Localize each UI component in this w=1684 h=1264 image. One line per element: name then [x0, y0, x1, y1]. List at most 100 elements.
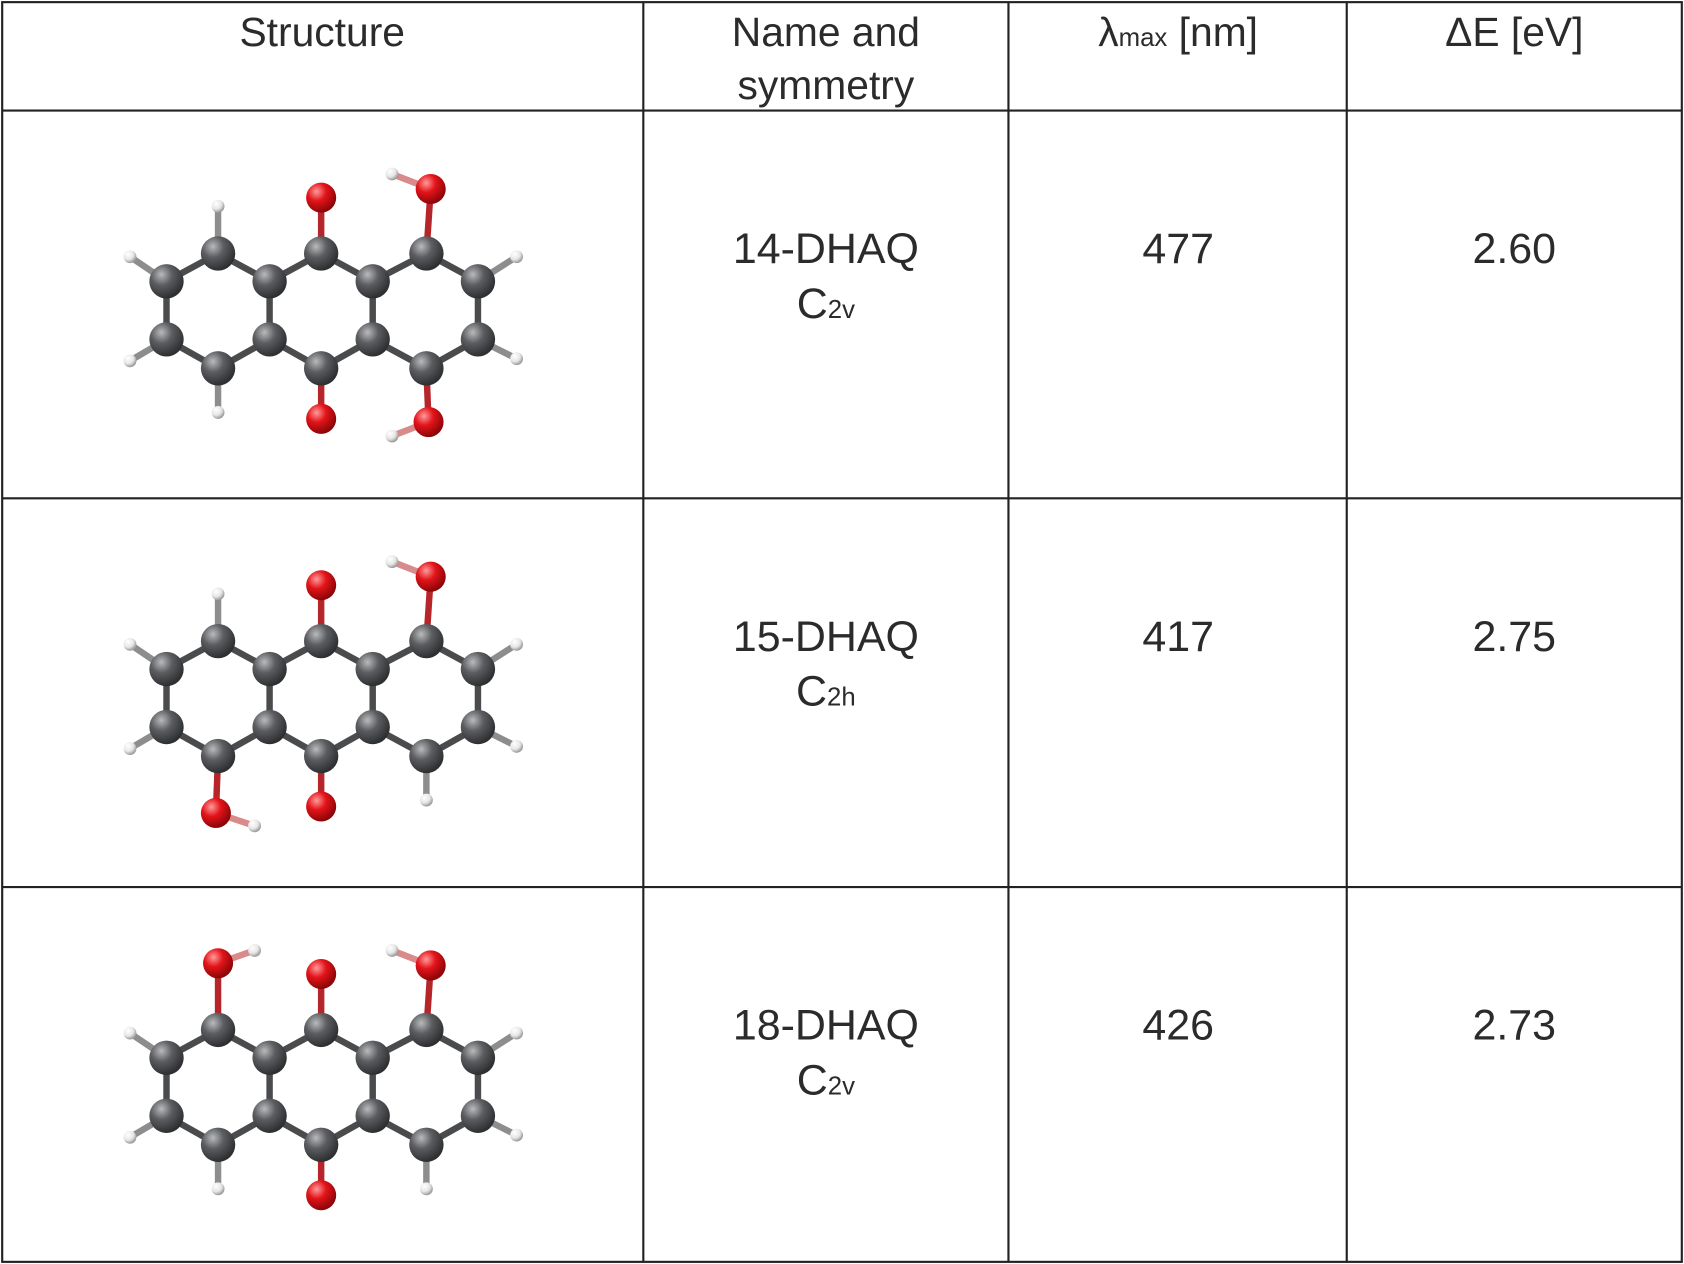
carbon-atom: [355, 1040, 390, 1075]
carbon-atom: [303, 1012, 339, 1048]
hydrogen-atom: [123, 250, 137, 264]
hydrogen-atom: [385, 555, 399, 569]
table-row: 15-DHAQ C2h 417 2.75: [123, 555, 1556, 833]
oxygen-atom: [306, 570, 337, 601]
carbon-atom: [303, 738, 339, 774]
hydrogen-atom: [248, 943, 262, 957]
hydrogen-atom: [510, 1128, 524, 1142]
compound-name: 18-DHAQ: [733, 1002, 919, 1050]
carbon-atom: [252, 264, 287, 299]
carbon-atom: [460, 1098, 496, 1133]
oxygen-atom: [306, 182, 337, 213]
oxygen-atom: [200, 797, 231, 828]
carbon-atom: [303, 236, 339, 271]
carbon-atom: [200, 351, 236, 386]
hydrogen-atom: [385, 943, 399, 957]
oxygen-atom: [415, 950, 446, 981]
carbon-atom: [355, 1098, 390, 1133]
oxygen-atom: [306, 403, 337, 434]
lambda-max-value: 417: [1142, 613, 1214, 661]
oxygen-atom: [306, 959, 337, 990]
carbon-atom: [252, 709, 287, 745]
carbon-atom: [149, 1040, 184, 1075]
hydrogen-atom: [510, 352, 524, 366]
carbon-atom: [149, 1098, 184, 1133]
table-row: 18-DHAQ C2v 426 2.73: [123, 943, 1556, 1211]
oxygen-atom: [306, 791, 337, 822]
hydrogen-atom: [248, 819, 262, 833]
molecule-structure: [123, 555, 524, 833]
hydrogen-atom: [510, 250, 524, 264]
molecule-structure: [123, 167, 524, 443]
carbon-atom: [409, 1127, 444, 1162]
carbon-atom: [460, 709, 496, 745]
carbon-atom: [409, 236, 444, 271]
hydrogen-atom: [211, 587, 225, 601]
delta-e-value: 2.75: [1472, 613, 1556, 661]
delta-e-value: 2.60: [1472, 225, 1556, 273]
hydrogen-atom: [123, 742, 137, 755]
carbon-atom: [149, 322, 184, 357]
compound-name: 15-DHAQ: [733, 613, 919, 661]
carbon-atom: [303, 1127, 339, 1162]
carbon-atom: [409, 623, 444, 659]
symmetry-group: C2v: [797, 280, 855, 328]
header-structure: Structure: [239, 9, 405, 55]
carbon-atom: [200, 236, 236, 271]
carbon-atom: [355, 264, 390, 299]
symmetry-group: C2h: [796, 668, 856, 716]
carbon-atom: [252, 1040, 287, 1075]
oxygen-atom: [415, 173, 446, 205]
hydrogen-atom: [123, 637, 137, 651]
hydrogen-atom: [123, 1130, 137, 1144]
carbon-atom: [460, 651, 496, 687]
carbon-atom: [355, 322, 390, 357]
carbon-atom: [252, 322, 287, 357]
carbon-atom: [460, 322, 496, 357]
carbon-atom: [409, 1012, 444, 1048]
lambda-max-value: 426: [1142, 1002, 1214, 1050]
carbon-atom: [355, 651, 390, 687]
lambda-max-value: 477: [1142, 225, 1214, 273]
table-row: 14-DHAQ C2v 477 2.60: [123, 167, 1556, 443]
carbon-atom: [409, 351, 444, 386]
delta-e-value: 2.73: [1472, 1002, 1556, 1050]
hydrogen-atom: [510, 637, 524, 651]
compound-name: 14-DHAQ: [733, 225, 919, 273]
molecule-structure: [123, 943, 524, 1211]
hydrogen-atom: [419, 1182, 433, 1196]
oxygen-atom: [415, 561, 446, 592]
header-row: Structure Name and symmetry λmax [nm] ΔE…: [239, 9, 1583, 108]
carbon-atom: [200, 1127, 236, 1162]
hydrogen-atom: [211, 199, 225, 213]
oxygen-atom: [203, 948, 234, 979]
oxygen-atom: [306, 1180, 337, 1211]
carbon-atom: [355, 709, 390, 745]
hydrogen-atom: [385, 429, 399, 443]
oxygen-atom: [413, 407, 444, 438]
carbon-atom: [200, 623, 236, 659]
hydrogen-atom: [211, 405, 225, 419]
carbon-atom: [149, 651, 184, 687]
carbon-atom: [200, 1012, 236, 1048]
carbon-atom: [252, 651, 287, 687]
header-name-line2: symmetry: [738, 62, 915, 108]
carbon-atom: [409, 738, 444, 774]
carbon-atom: [149, 264, 184, 299]
carbon-atom: [303, 623, 339, 659]
symmetry-group: C2v: [797, 1056, 855, 1104]
hydrogen-atom: [419, 793, 433, 807]
hydrogen-atom: [211, 1182, 225, 1196]
carbon-atom: [460, 264, 496, 299]
carbon-atom: [149, 709, 184, 745]
hydrogen-atom: [385, 167, 399, 181]
hydrogen-atom: [510, 739, 524, 753]
carbon-atom: [460, 1040, 496, 1075]
carbon-atom: [252, 1098, 287, 1133]
header-name-line1: Name and: [732, 9, 920, 55]
header-lambda: λmax [nm]: [1098, 9, 1258, 55]
carbon-atom: [303, 351, 339, 386]
hydrogen-atom: [123, 354, 137, 368]
